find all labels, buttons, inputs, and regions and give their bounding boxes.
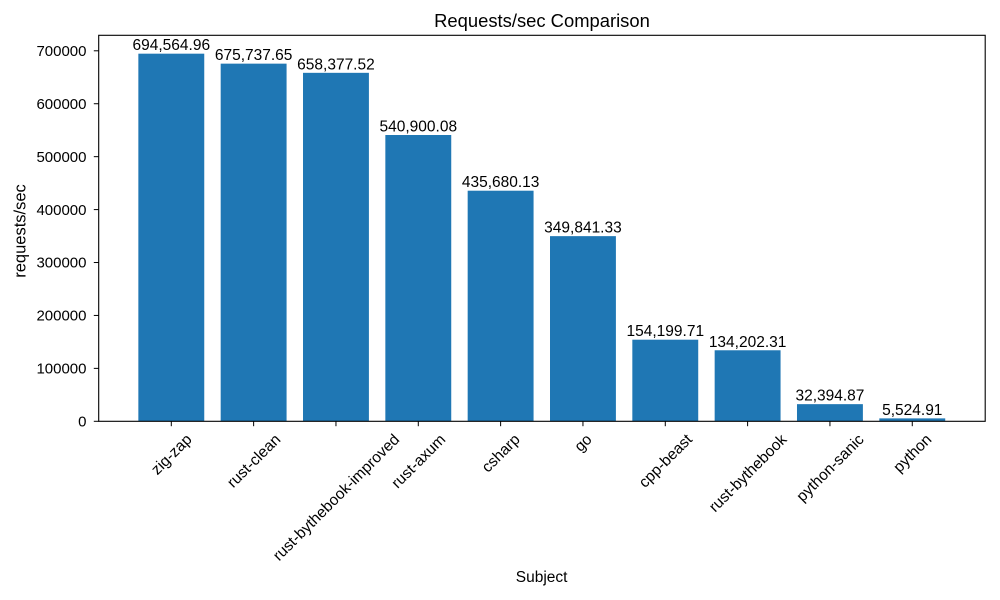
- svg-text:0: 0: [78, 414, 86, 431]
- svg-text:694,564.96: 694,564.96: [133, 37, 211, 54]
- svg-text:658,377.52: 658,377.52: [297, 56, 375, 73]
- svg-text:Subject: Subject: [516, 569, 568, 586]
- svg-text:675,737.65: 675,737.65: [215, 47, 293, 64]
- svg-text:600000: 600000: [36, 96, 86, 113]
- svg-text:349,841.33: 349,841.33: [544, 220, 622, 237]
- svg-text:500000: 500000: [36, 149, 86, 166]
- svg-text:540,900.08: 540,900.08: [380, 119, 458, 136]
- svg-text:Requests/sec Comparison: Requests/sec Comparison: [434, 10, 650, 31]
- svg-text:200000: 200000: [36, 308, 86, 325]
- svg-text:435,680.13: 435,680.13: [462, 174, 540, 191]
- svg-text:5,524.91: 5,524.91: [882, 402, 942, 419]
- svg-text:100000: 100000: [36, 361, 86, 378]
- svg-text:154,199.71: 154,199.71: [626, 323, 704, 340]
- svg-text:700000: 700000: [36, 43, 86, 60]
- svg-text:134,202.31: 134,202.31: [709, 334, 787, 351]
- svg-text:32,394.87: 32,394.87: [795, 388, 864, 405]
- svg-text:400000: 400000: [36, 202, 86, 219]
- svg-text:300000: 300000: [36, 255, 86, 272]
- svg-text:requests/sec: requests/sec: [11, 184, 29, 278]
